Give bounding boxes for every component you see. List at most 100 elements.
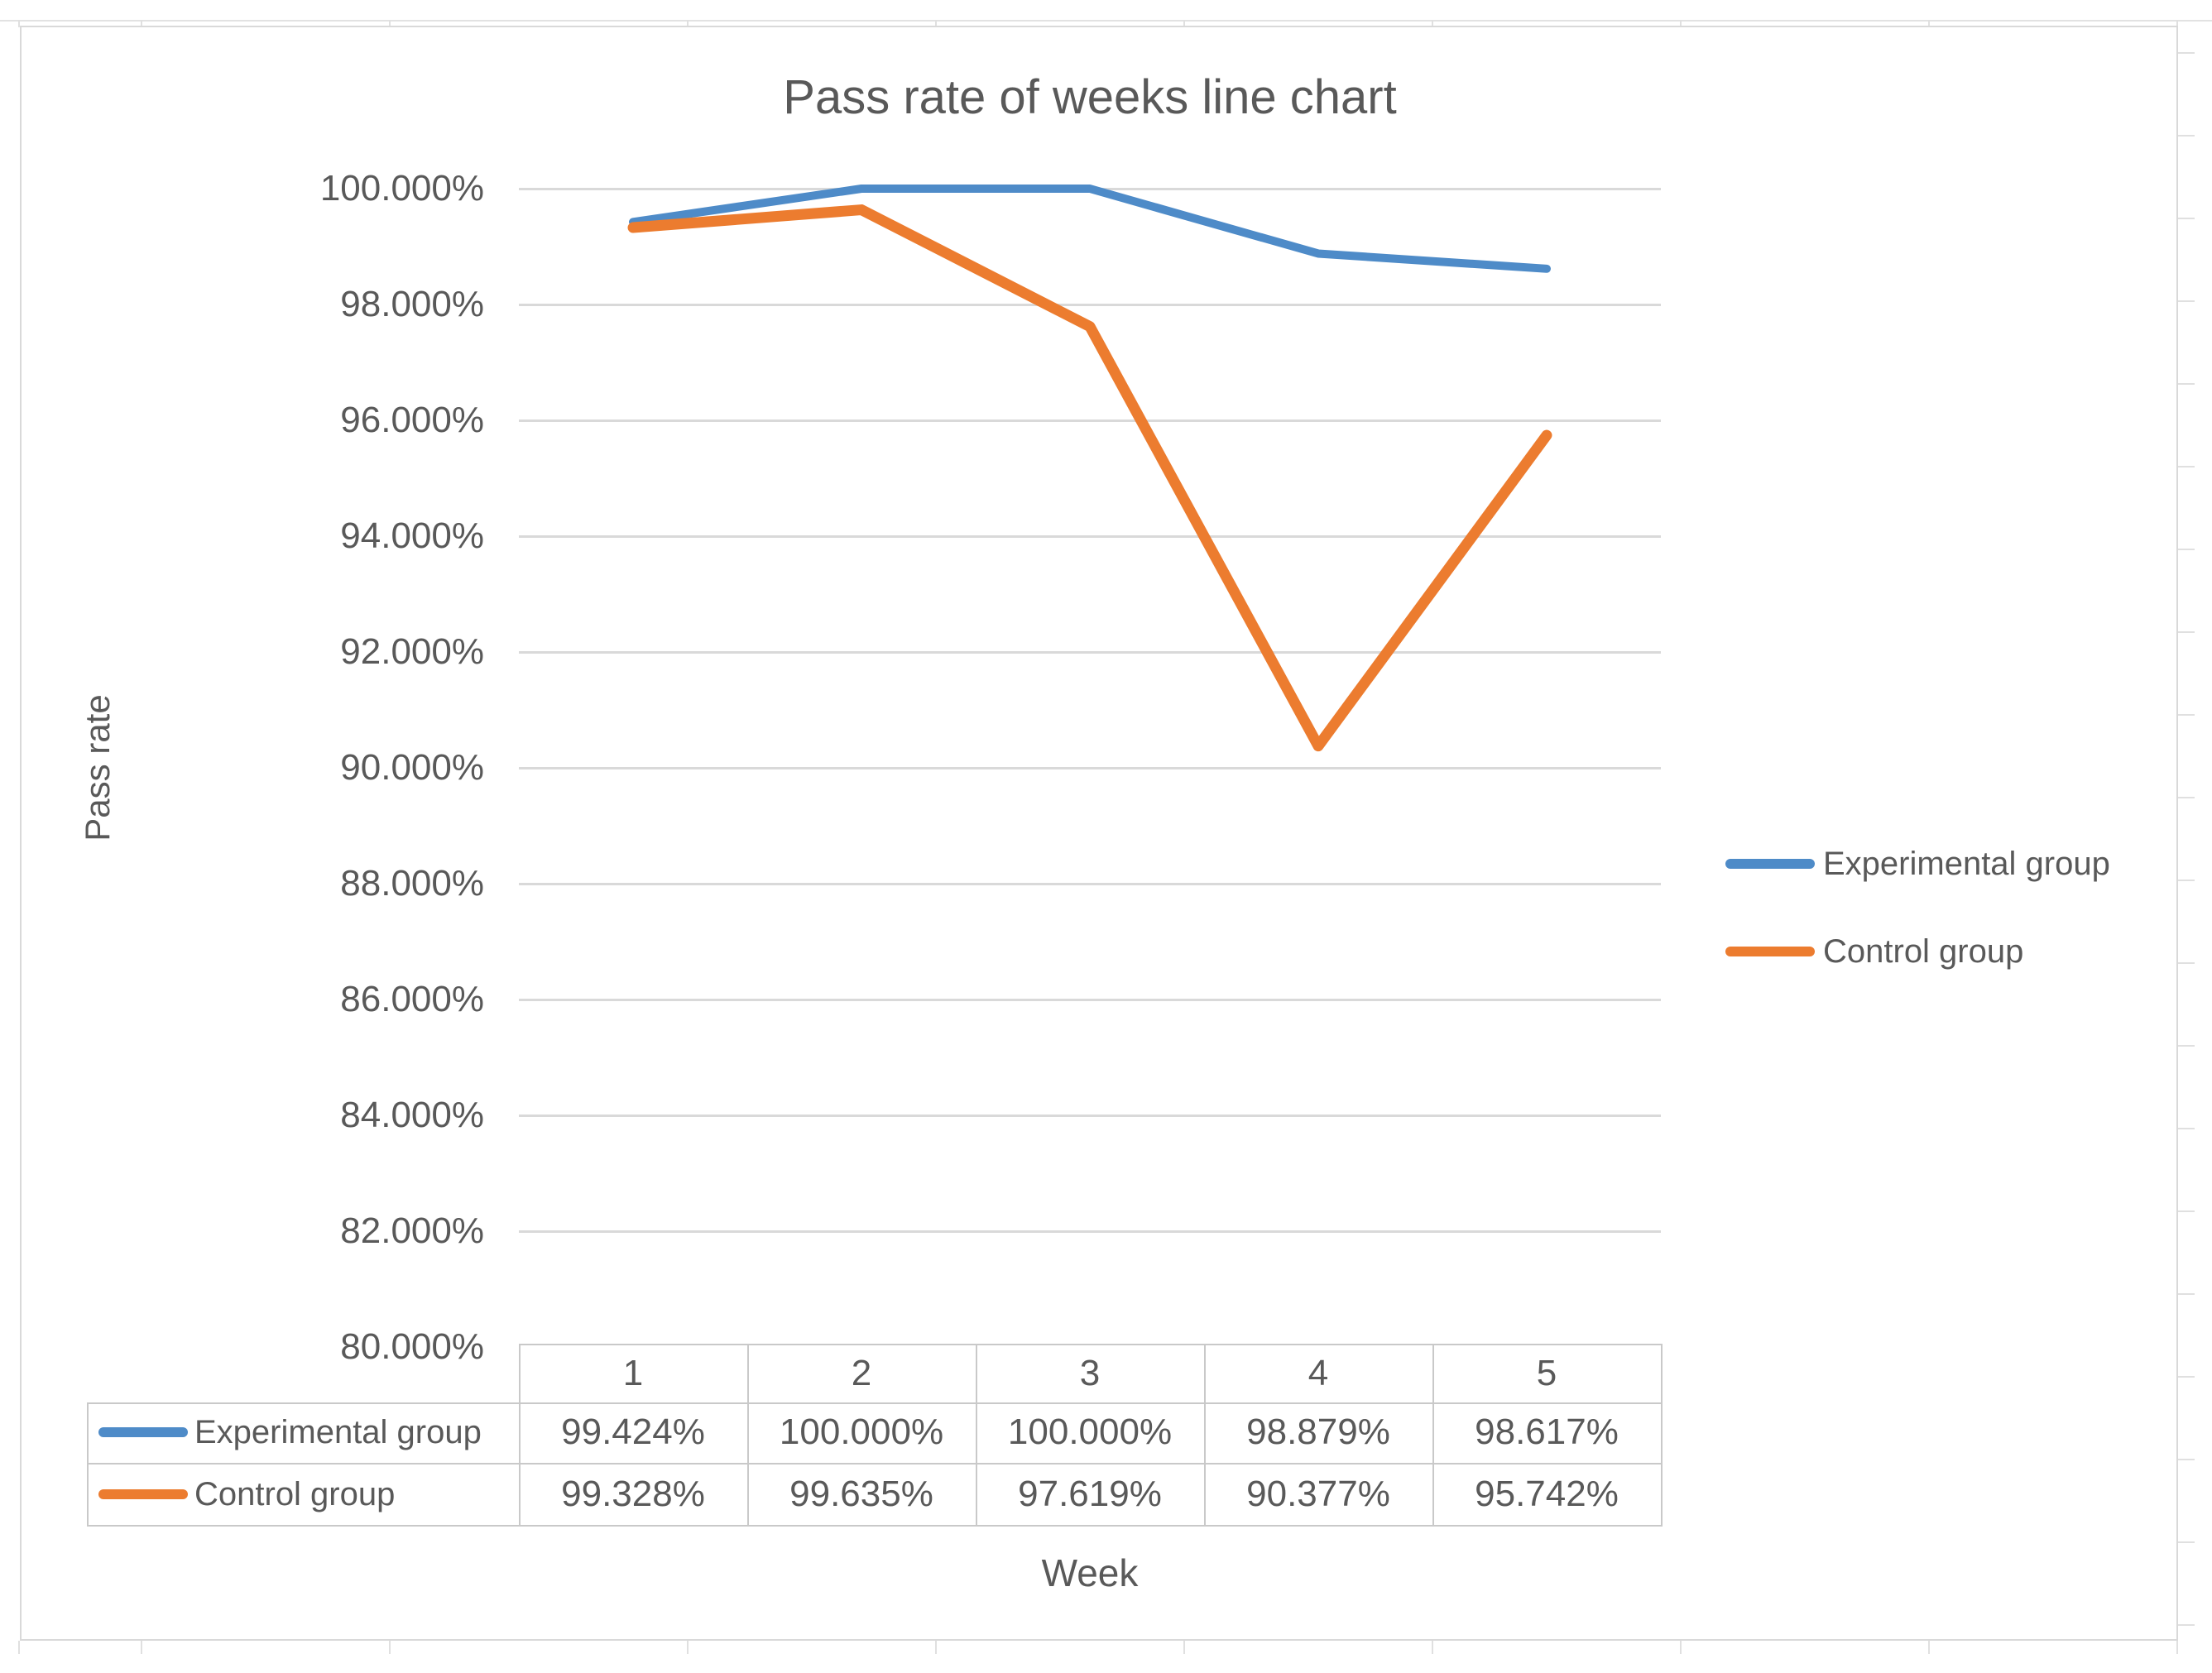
sheet-grid-tick — [141, 1641, 142, 1654]
sheet-grid-row-line — [0, 20, 2212, 22]
table-header-cell: 4 — [1308, 1353, 1329, 1393]
sheet-grid-tick — [1928, 1641, 1930, 1654]
sheet-grid-tick — [2178, 1210, 2195, 1212]
gridline — [519, 767, 1661, 769]
sheet-grid-tick — [687, 1641, 689, 1654]
table-cell: 97.619% — [1018, 1474, 1162, 1514]
legend-key-experimental-line — [1725, 859, 1815, 869]
y-tick-label: 92.000% — [340, 631, 484, 672]
sheet-grid-tick — [389, 1641, 391, 1654]
legend-label: Experimental group — [1823, 845, 2110, 882]
legend-item-experimental-group[interactable]: Experimental group — [1725, 844, 2110, 884]
y-tick-label: 90.000% — [340, 747, 484, 788]
table-cell: 99.328% — [561, 1474, 705, 1514]
sheet-grid-tick — [687, 20, 689, 27]
sheet-grid-tick — [2178, 880, 2195, 881]
sheet-grid-tick — [2178, 1459, 2195, 1460]
table-border — [1432, 1344, 1434, 1527]
gridline — [519, 1230, 1661, 1233]
sheet-grid-tick — [2178, 631, 2195, 633]
legend-key-experimental-line — [98, 1427, 188, 1437]
sheet-grid-tick — [2178, 1376, 2195, 1378]
table-cell: 100.000% — [779, 1412, 944, 1452]
sheet-grid-tick — [2178, 52, 2195, 54]
table-border — [519, 1344, 521, 1527]
table-row-label-control: Control group — [98, 1468, 512, 1521]
gridline — [519, 304, 1661, 306]
table-cell: 95.742% — [1475, 1474, 1619, 1514]
sheet-grid-tick — [1680, 20, 1682, 27]
sheet-grid-tick — [2178, 1624, 2195, 1626]
sheet-grid-tick — [2178, 218, 2195, 219]
table-cell: 100.000% — [1007, 1412, 1173, 1452]
y-tick-label: 86.000% — [340, 979, 484, 1019]
chart-title: Pass rate of weeks line chart — [783, 70, 1397, 124]
gridline — [519, 999, 1661, 1001]
y-tick-label: 98.000% — [340, 284, 484, 324]
sheet-grid-tick — [1432, 20, 1433, 27]
gridline — [519, 419, 1661, 422]
table-header-cell: 1 — [622, 1353, 644, 1393]
sheet-grid-tick — [18, 1641, 20, 1654]
x-axis-title: Week — [1041, 1551, 1139, 1594]
sheet-grid-tick — [2178, 1128, 2195, 1129]
table-header-cell: 5 — [1536, 1353, 1557, 1393]
sheet-grid-tick — [2176, 20, 2178, 27]
table-cell: 90.377% — [1246, 1474, 1390, 1514]
sheet-grid-tick — [2178, 1293, 2195, 1295]
sheet-grid-tick — [2178, 714, 2195, 716]
series-name-label: Experimental group — [194, 1413, 482, 1450]
table-border — [87, 1402, 1663, 1404]
series-name-label: Control group — [194, 1475, 396, 1512]
y-tick-label: 84.000% — [340, 1095, 484, 1135]
gridline — [519, 883, 1661, 885]
table-border — [519, 1344, 1663, 1345]
y-tick-label: 80.000% — [340, 1326, 484, 1367]
table-row-label-experimental: Experimental group — [98, 1406, 512, 1459]
legend-label: Control group — [1823, 932, 2024, 970]
legend-key-control-line — [98, 1489, 188, 1499]
table-cell: 99.635% — [789, 1474, 933, 1514]
sheet-grid-tick — [935, 20, 937, 27]
table-border — [87, 1463, 1663, 1464]
sheet-grid-tick — [1183, 20, 1185, 27]
sheet-grid-tick — [2178, 466, 2195, 467]
sheet-grid-tick — [389, 20, 391, 27]
table-header-cell: 2 — [851, 1353, 872, 1393]
table-border — [1204, 1344, 1206, 1527]
gridline — [519, 1115, 1661, 1117]
gridline — [519, 651, 1661, 654]
table-border — [976, 1344, 977, 1527]
sheet-grid-tick — [935, 1641, 937, 1654]
table-border — [1661, 1344, 1663, 1527]
sheet-grid-tick — [2178, 1045, 2195, 1047]
table-border — [87, 1402, 89, 1527]
y-tick-label: 94.000% — [340, 515, 484, 556]
sheet-grid-tick — [2178, 135, 2195, 137]
sheet-grid-tick — [2178, 962, 2195, 964]
table-border — [87, 1525, 1663, 1527]
chart-area[interactable] — [20, 26, 2178, 1641]
sheet-grid-tick — [18, 20, 20, 27]
table-cell: 98.617% — [1475, 1412, 1619, 1452]
sheet-grid-tick — [2178, 383, 2195, 385]
series-line-experimental-group[interactable] — [629, 185, 1551, 273]
table-border — [747, 1344, 749, 1527]
y-tick-label: 88.000% — [340, 863, 484, 904]
y-tick-label: 100.000% — [319, 168, 484, 209]
sheet-grid-tick — [141, 20, 142, 27]
legend-key-control-line — [1725, 947, 1815, 956]
y-axis-title: Pass rate — [78, 694, 117, 841]
legend-item-control-group[interactable]: Control group — [1725, 932, 2023, 971]
table-header-cell: 3 — [1079, 1353, 1101, 1393]
sheet-grid-tick — [1432, 1641, 1433, 1654]
sheet-grid-tick — [2176, 1641, 2178, 1654]
sheet-grid-tick — [2178, 1541, 2195, 1543]
table-cell: 99.424% — [561, 1412, 705, 1452]
sheet-grid-tick — [1183, 1641, 1185, 1654]
series-line-control-group[interactable] — [627, 204, 1552, 752]
table-cell: 98.879% — [1246, 1412, 1390, 1452]
y-tick-label: 96.000% — [340, 400, 484, 440]
